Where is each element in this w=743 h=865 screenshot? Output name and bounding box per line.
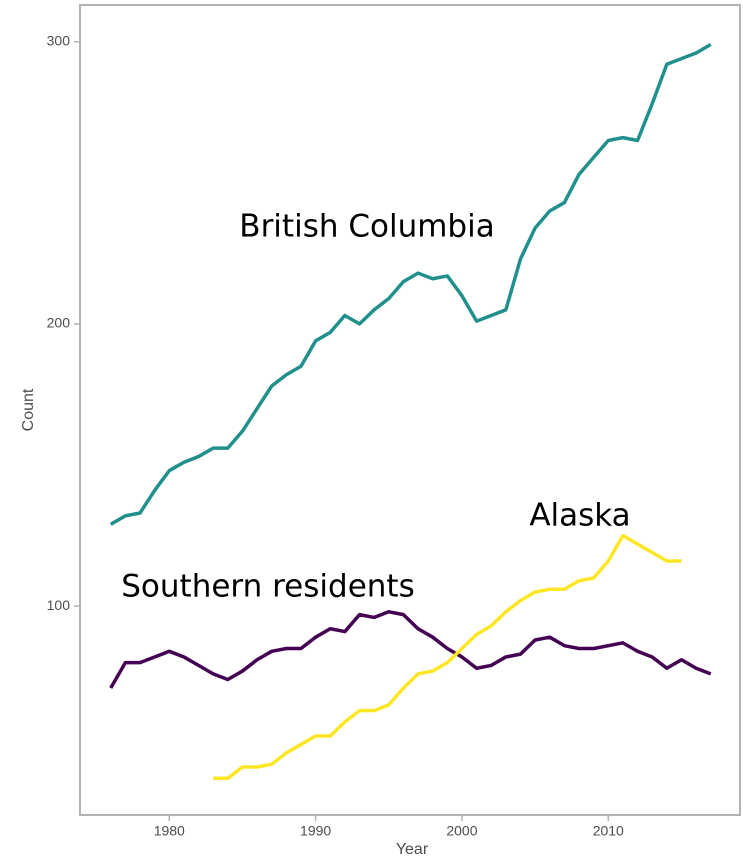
- y-tick-label: 200: [47, 315, 71, 331]
- series-label: British Columbia: [239, 209, 494, 245]
- y-axis-title: Count: [20, 388, 37, 431]
- plot-border: [79, 4, 741, 816]
- series-line: [109, 610, 712, 689]
- y-tick-label: 100: [47, 597, 71, 613]
- series-label: Southern residents: [121, 569, 414, 605]
- x-tick-label: 2010: [593, 823, 624, 839]
- series-label: Alaska: [529, 498, 630, 534]
- series-line: [109, 42, 712, 526]
- x-tick-label: 2000: [446, 823, 477, 839]
- y-tick-label: 300: [47, 32, 71, 48]
- x-axis-title: Year: [396, 841, 429, 858]
- x-tick-label: 1990: [300, 823, 331, 839]
- series-line: [213, 533, 682, 781]
- x-tick-label: 1980: [154, 823, 185, 839]
